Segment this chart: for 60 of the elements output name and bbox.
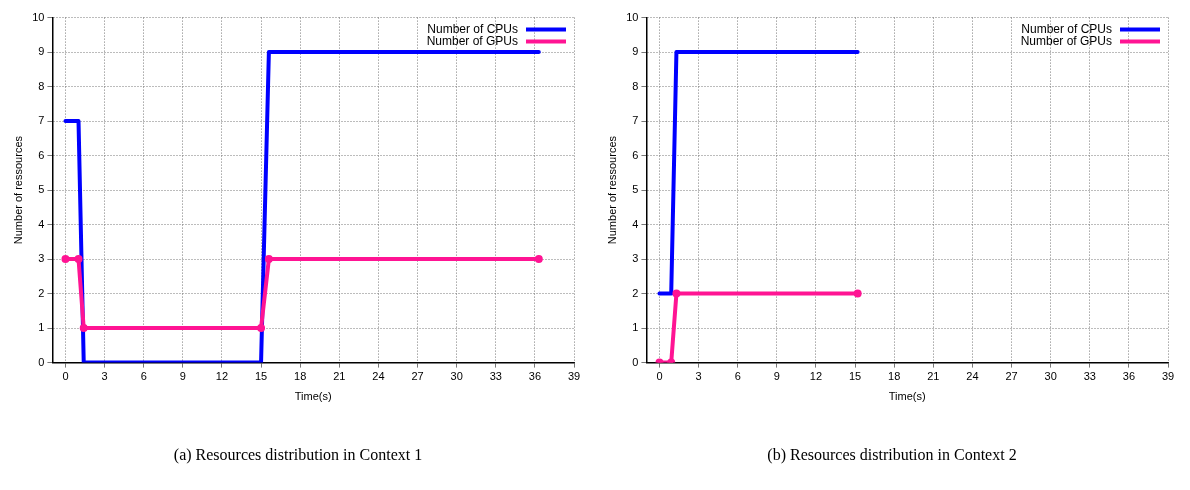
y-tick-label: 1 [38,321,45,334]
y-tick-label: 5 [632,183,639,196]
y-tick-label: 1 [632,321,639,334]
x-tick-label: 0 [656,370,663,383]
text: (b) Resources distribution in Context 2 [766,446,1018,464]
x-axis-title: Time(s) [888,390,926,403]
x-tick-label: 21 [333,370,346,383]
x-tick-label: 39 [1161,370,1175,383]
x-tick-label: 24 [372,370,385,383]
y-tick-label: 7 [632,114,639,127]
y-tick-label: 4 [632,217,639,230]
y-tick-label: 9 [38,45,45,58]
x-tick-label: 18 [888,370,901,383]
x-tick-label: 9 [179,370,186,383]
legend-label: Number of CPUs [427,21,518,36]
x-tick-label: 24 [966,370,979,383]
y-tick-label: 0 [632,355,639,368]
x-tick-label: 15 [254,370,268,383]
y-axis-title: Number of ressources [605,135,618,245]
x-tick-label: 39 [567,370,581,383]
x-tick-label: 12 [809,370,823,383]
text: (a) Resources distribution in Context 1 [172,446,424,464]
legend-label: Number of GPUs [1020,33,1112,48]
x-tick-label: 30 [450,370,463,383]
x-tick-label: 3 [695,370,702,383]
y-tick-label: 5 [38,183,45,196]
x-tick-label: 6 [734,370,741,383]
x-tick-label: 21 [927,370,940,383]
x-tick-label: 12 [215,370,229,383]
y-tick-label: 10 [626,10,639,23]
y-tick-label: 2 [38,286,45,299]
legend-label: Number of CPUs [1021,21,1112,36]
x-tick-label: 36 [528,370,542,383]
x-tick-label: 27 [1005,370,1018,383]
y-tick-label: 6 [38,148,45,161]
x-tick-label: 30 [1044,370,1057,383]
x-tick-label: 33 [1083,370,1096,383]
y-tick-label: 10 [32,10,45,23]
x-tick-label: 9 [773,370,780,383]
x-tick-label: 27 [411,370,424,383]
y-axis-title: Number of ressources [11,135,24,245]
x-tick-label: 33 [489,370,502,383]
x-tick-label: 3 [101,370,108,383]
y-tick-label: 8 [38,79,45,92]
y-tick-label: 3 [38,252,45,265]
y-tick-label: 9 [632,45,639,58]
x-tick-label: 36 [1122,370,1136,383]
y-tick-label: 0 [38,355,45,368]
x-axis-title: Time(s) [294,390,332,403]
legend-label: Number of GPUs [426,33,518,48]
y-tick-label: 4 [38,217,45,230]
y-tick-label: 3 [632,252,639,265]
y-tick-label: 7 [38,114,45,127]
y-tick-label: 2 [632,286,639,299]
y-tick-label: 8 [632,79,639,92]
x-tick-label: 0 [62,370,69,383]
y-tick-label: 6 [632,148,639,161]
x-tick-label: 18 [294,370,307,383]
x-tick-label: 15 [848,370,862,383]
x-tick-label: 6 [140,370,147,383]
